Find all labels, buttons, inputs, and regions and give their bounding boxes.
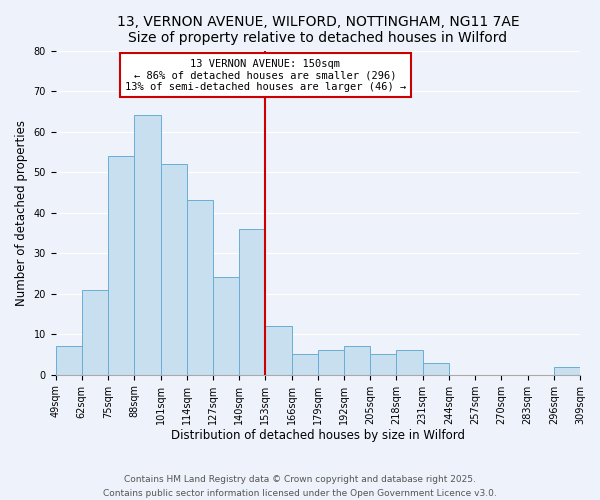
Bar xyxy=(239,229,265,374)
Bar xyxy=(422,362,449,374)
Bar xyxy=(265,326,292,374)
Bar xyxy=(56,346,82,374)
Text: Contains HM Land Registry data © Crown copyright and database right 2025.
Contai: Contains HM Land Registry data © Crown c… xyxy=(103,476,497,498)
Y-axis label: Number of detached properties: Number of detached properties xyxy=(15,120,28,306)
Bar xyxy=(344,346,370,374)
Bar xyxy=(370,354,397,374)
Bar xyxy=(213,278,239,374)
Bar xyxy=(82,290,108,374)
Bar xyxy=(397,350,422,374)
Bar xyxy=(187,200,213,374)
Bar xyxy=(318,350,344,374)
Title: 13, VERNON AVENUE, WILFORD, NOTTINGHAM, NG11 7AE
Size of property relative to de: 13, VERNON AVENUE, WILFORD, NOTTINGHAM, … xyxy=(116,15,519,45)
Bar xyxy=(554,366,580,374)
Bar xyxy=(161,164,187,374)
Bar xyxy=(134,116,161,374)
Text: 13 VERNON AVENUE: 150sqm
← 86% of detached houses are smaller (296)
13% of semi-: 13 VERNON AVENUE: 150sqm ← 86% of detach… xyxy=(125,58,406,92)
Bar xyxy=(108,156,134,374)
X-axis label: Distribution of detached houses by size in Wilford: Distribution of detached houses by size … xyxy=(171,430,465,442)
Bar xyxy=(292,354,318,374)
